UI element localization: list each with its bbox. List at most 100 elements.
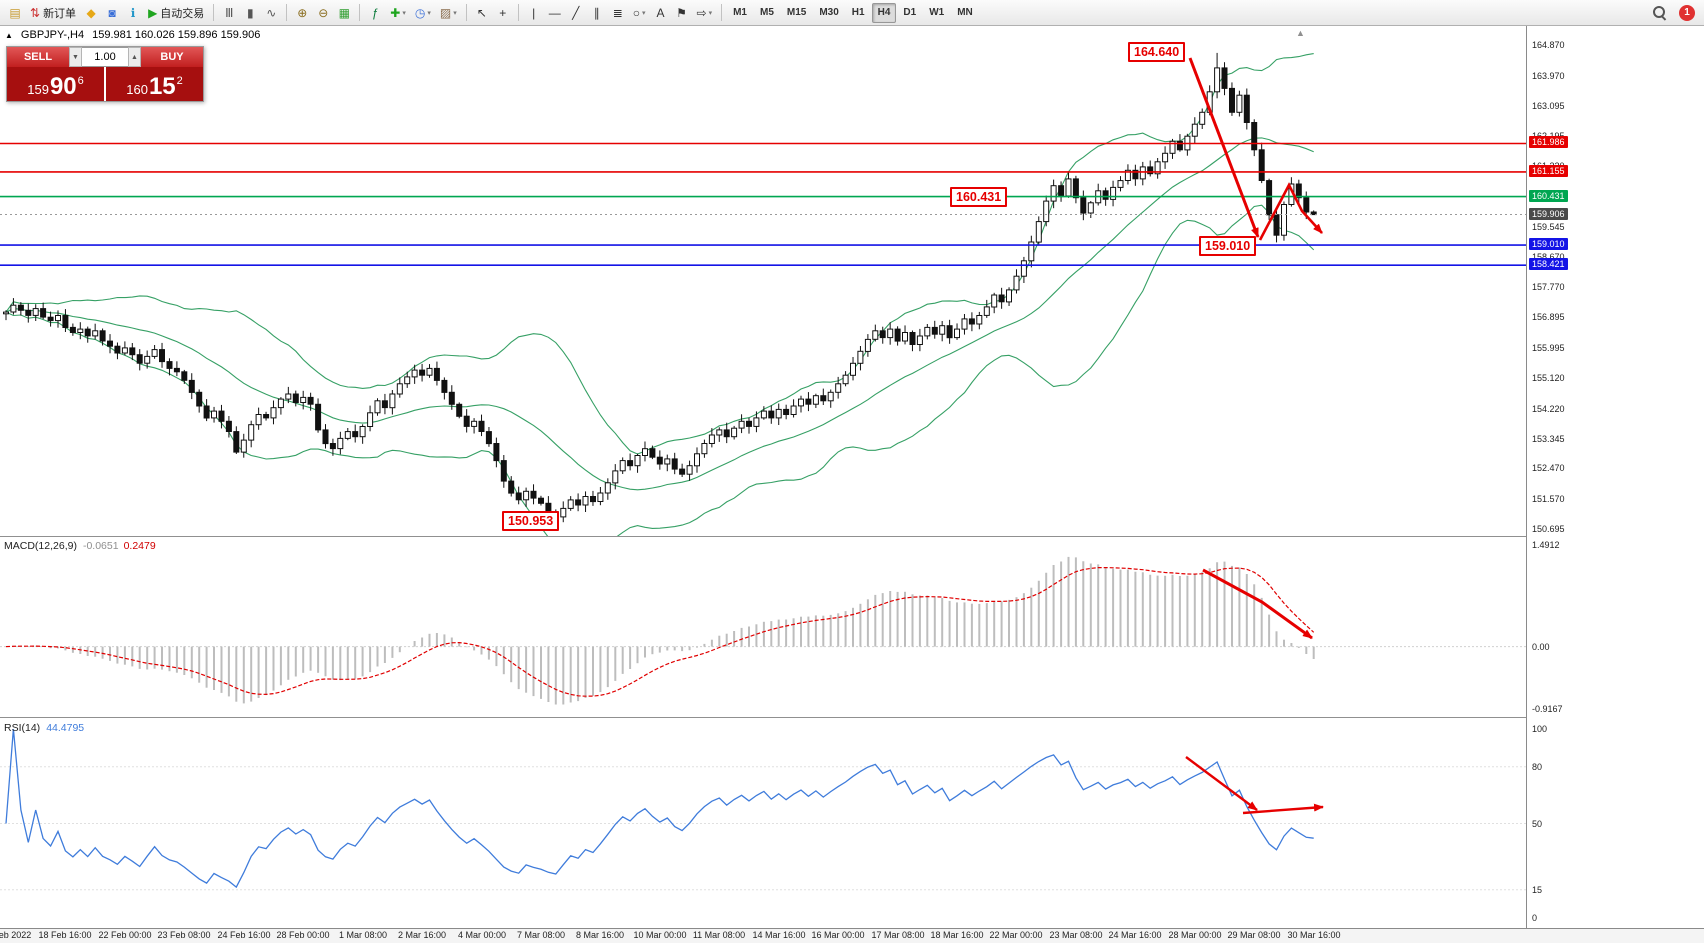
fibonacci-tool-icon[interactable]: ≣ (608, 3, 628, 23)
rsi-panel[interactable] (0, 719, 1526, 928)
price-scale-badge: 159.010 (1529, 238, 1568, 250)
periods-icon[interactable]: ◷ ▾ (411, 3, 435, 23)
toolbar-separator (286, 4, 288, 21)
buy-price-display[interactable]: 160 15 2 (106, 67, 203, 101)
volume-down-button[interactable]: ▼ (69, 47, 82, 67)
macd-scale-label: -0.9167 (1532, 704, 1563, 714)
trendline-tool-icon[interactable]: ╱ (566, 3, 586, 23)
magnifier-icon (1652, 5, 1667, 20)
label-tool-glyph: ⚑ (676, 5, 687, 20)
text-tool-icon[interactable]: A (651, 3, 671, 23)
new-order-glyph: ⇅ (30, 5, 41, 20)
timeframe-m30-button[interactable]: M30 (819, 7, 839, 18)
crosshair-icon[interactable]: + (493, 3, 513, 23)
arrows-tool-icon[interactable]: ⇨ ▾ (693, 3, 717, 23)
price-scale-badge: 161.986 (1529, 136, 1568, 148)
data-window-icon[interactable]: ℹ (123, 3, 143, 23)
periods-dropdown-icon[interactable]: ▾ (427, 9, 431, 17)
timeframe-h1-button[interactable]: H1 (851, 7, 865, 18)
time-axis-separator (0, 928, 1704, 929)
tile-windows-icon[interactable]: ▦ (334, 3, 354, 23)
time-axis-label: 1 Mar 08:00 (338, 930, 388, 940)
volume-up-button[interactable]: ▲ (128, 47, 141, 67)
time-axis-label: 16 Mar 00:00 (811, 930, 865, 940)
buy-button[interactable]: BUY (141, 47, 203, 67)
shapes-tool-icon[interactable]: ○ ▾ (629, 3, 650, 23)
time-axis-label: 14 Mar 16:00 (752, 930, 806, 940)
one-click-price-row: 159 90 6 160 15 2 (7, 67, 203, 101)
timeframe-d1-button[interactable]: D1 (903, 7, 917, 18)
time-axis-label: 29 Mar 08:00 (1227, 930, 1281, 940)
candle-chart-mode-icon[interactable]: ▮ (240, 3, 260, 23)
add-indicator-dropdown-icon[interactable]: ▾ (402, 9, 406, 17)
new-chart-icon[interactable]: ▤ (5, 3, 25, 23)
rsi-title: RSI(14) (4, 722, 41, 734)
channel-tool-icon[interactable]: ∥ (587, 3, 607, 23)
time-axis-label: 30 Mar 16:00 (1287, 930, 1341, 940)
trendline-tool-glyph: ╱ (572, 5, 580, 20)
crosshair-glyph: + (499, 5, 507, 20)
chart-shift-marker[interactable]: ▲ (1296, 28, 1305, 38)
sell-price-main: 159 (27, 81, 49, 97)
bar-chart-mode-icon[interactable]: Ⅲ (219, 3, 239, 23)
sell-price-display[interactable]: 159 90 6 (7, 67, 104, 101)
price-chart[interactable] (0, 26, 1526, 536)
timeframe-m15-button[interactable]: M15 (786, 7, 807, 18)
price-annotation: 159.010 (1199, 236, 1257, 256)
toolbar-separator (721, 4, 723, 21)
sell-button[interactable]: SELL (7, 47, 69, 67)
auto-trading-icon[interactable]: ▶ 自动交易 (144, 3, 208, 23)
timeframe-m1-button[interactable]: M1 (733, 7, 747, 18)
macd-scale-label: 0.00 (1532, 642, 1550, 652)
label-tool-icon[interactable]: ⚑ (672, 3, 692, 23)
time-axis-label: 4 Mar 00:00 (457, 930, 507, 940)
templates-dropdown-icon[interactable]: ▾ (453, 9, 457, 17)
time-axis-label: 23 Feb 08:00 (157, 930, 211, 940)
favorites-icon[interactable]: ◆ (81, 3, 101, 23)
price-scale-label: 155.995 (1532, 343, 1565, 353)
panel-divider[interactable] (0, 717, 1704, 718)
price-scale-label: 154.220 (1532, 404, 1565, 414)
line-chart-mode-icon[interactable]: ∿ (261, 3, 281, 23)
search-icon[interactable] (1648, 3, 1671, 23)
indicators-list-icon[interactable]: ƒ (365, 3, 385, 23)
indicators-list-glyph: ƒ (371, 5, 379, 20)
zoom-in-icon[interactable]: ⊕ (292, 3, 312, 23)
window-restore-icon[interactable]: ▲ (5, 30, 13, 40)
buy-price-pips: 15 (148, 72, 176, 100)
ohlc-values: 159.981 160.026 159.896 159.906 (92, 29, 261, 41)
profiles-icon[interactable]: ◙ (102, 3, 122, 23)
add-indicator-icon[interactable]: ✚ ▾ (386, 3, 410, 23)
timeframe-m5-button[interactable]: M5 (759, 7, 774, 18)
chart-window: 17 Feb 2022 18 Feb 16:00 22 Feb 00:00 23 Fe… (0, 26, 1704, 943)
volume-input[interactable] (82, 47, 128, 67)
notifications-badge[interactable]: 1 (1679, 4, 1695, 21)
templates-glyph: ▨ (439, 5, 452, 20)
price-scale-label: 156.895 (1532, 312, 1565, 322)
timeframe-mn-button[interactable]: MN (957, 7, 973, 18)
price-scale-label: 159.545 (1532, 222, 1565, 232)
horizontal-line-tool-glyph: ― (548, 5, 561, 20)
templates-icon[interactable]: ▨ ▾ (436, 3, 461, 23)
timeframe-h4-button[interactable]: H4 (871, 2, 897, 23)
macd-panel[interactable] (0, 537, 1526, 717)
arrows-tool-dropdown-icon[interactable]: ▾ (708, 9, 713, 17)
fibonacci-tool-glyph: ≣ (612, 5, 623, 20)
horizontal-line-tool-icon[interactable]: ― (545, 3, 565, 23)
time-axis-label: 17 Feb 2022 (0, 930, 32, 940)
panel-divider[interactable] (0, 536, 1704, 537)
time-axis-label: 8 Mar 16:00 (575, 930, 625, 940)
vertical-line-tool-icon[interactable]: | (524, 3, 544, 23)
shapes-tool-dropdown-icon[interactable]: ▾ (641, 9, 646, 17)
cursor-icon[interactable]: ↖ (472, 3, 492, 23)
time-axis-label: 24 Mar 16:00 (1108, 930, 1162, 940)
timeframe-w1-button[interactable]: W1 (929, 7, 945, 18)
toolbar-separator (465, 4, 467, 21)
time-axis-label: 22 Feb 00:00 (98, 930, 152, 940)
time-axis-label: 17 Mar 08:00 (871, 930, 925, 940)
price-scale[interactable]: 164.870163.970163.095162.195161.320159.5… (1526, 26, 1704, 928)
rsi-value: 44.4795 (46, 722, 85, 734)
time-axis-label: 11 Mar 08:00 (692, 930, 746, 940)
new-order-icon[interactable]: ⇅ 新订单 (26, 3, 80, 23)
zoom-out-icon[interactable]: ⊖ (313, 3, 333, 23)
